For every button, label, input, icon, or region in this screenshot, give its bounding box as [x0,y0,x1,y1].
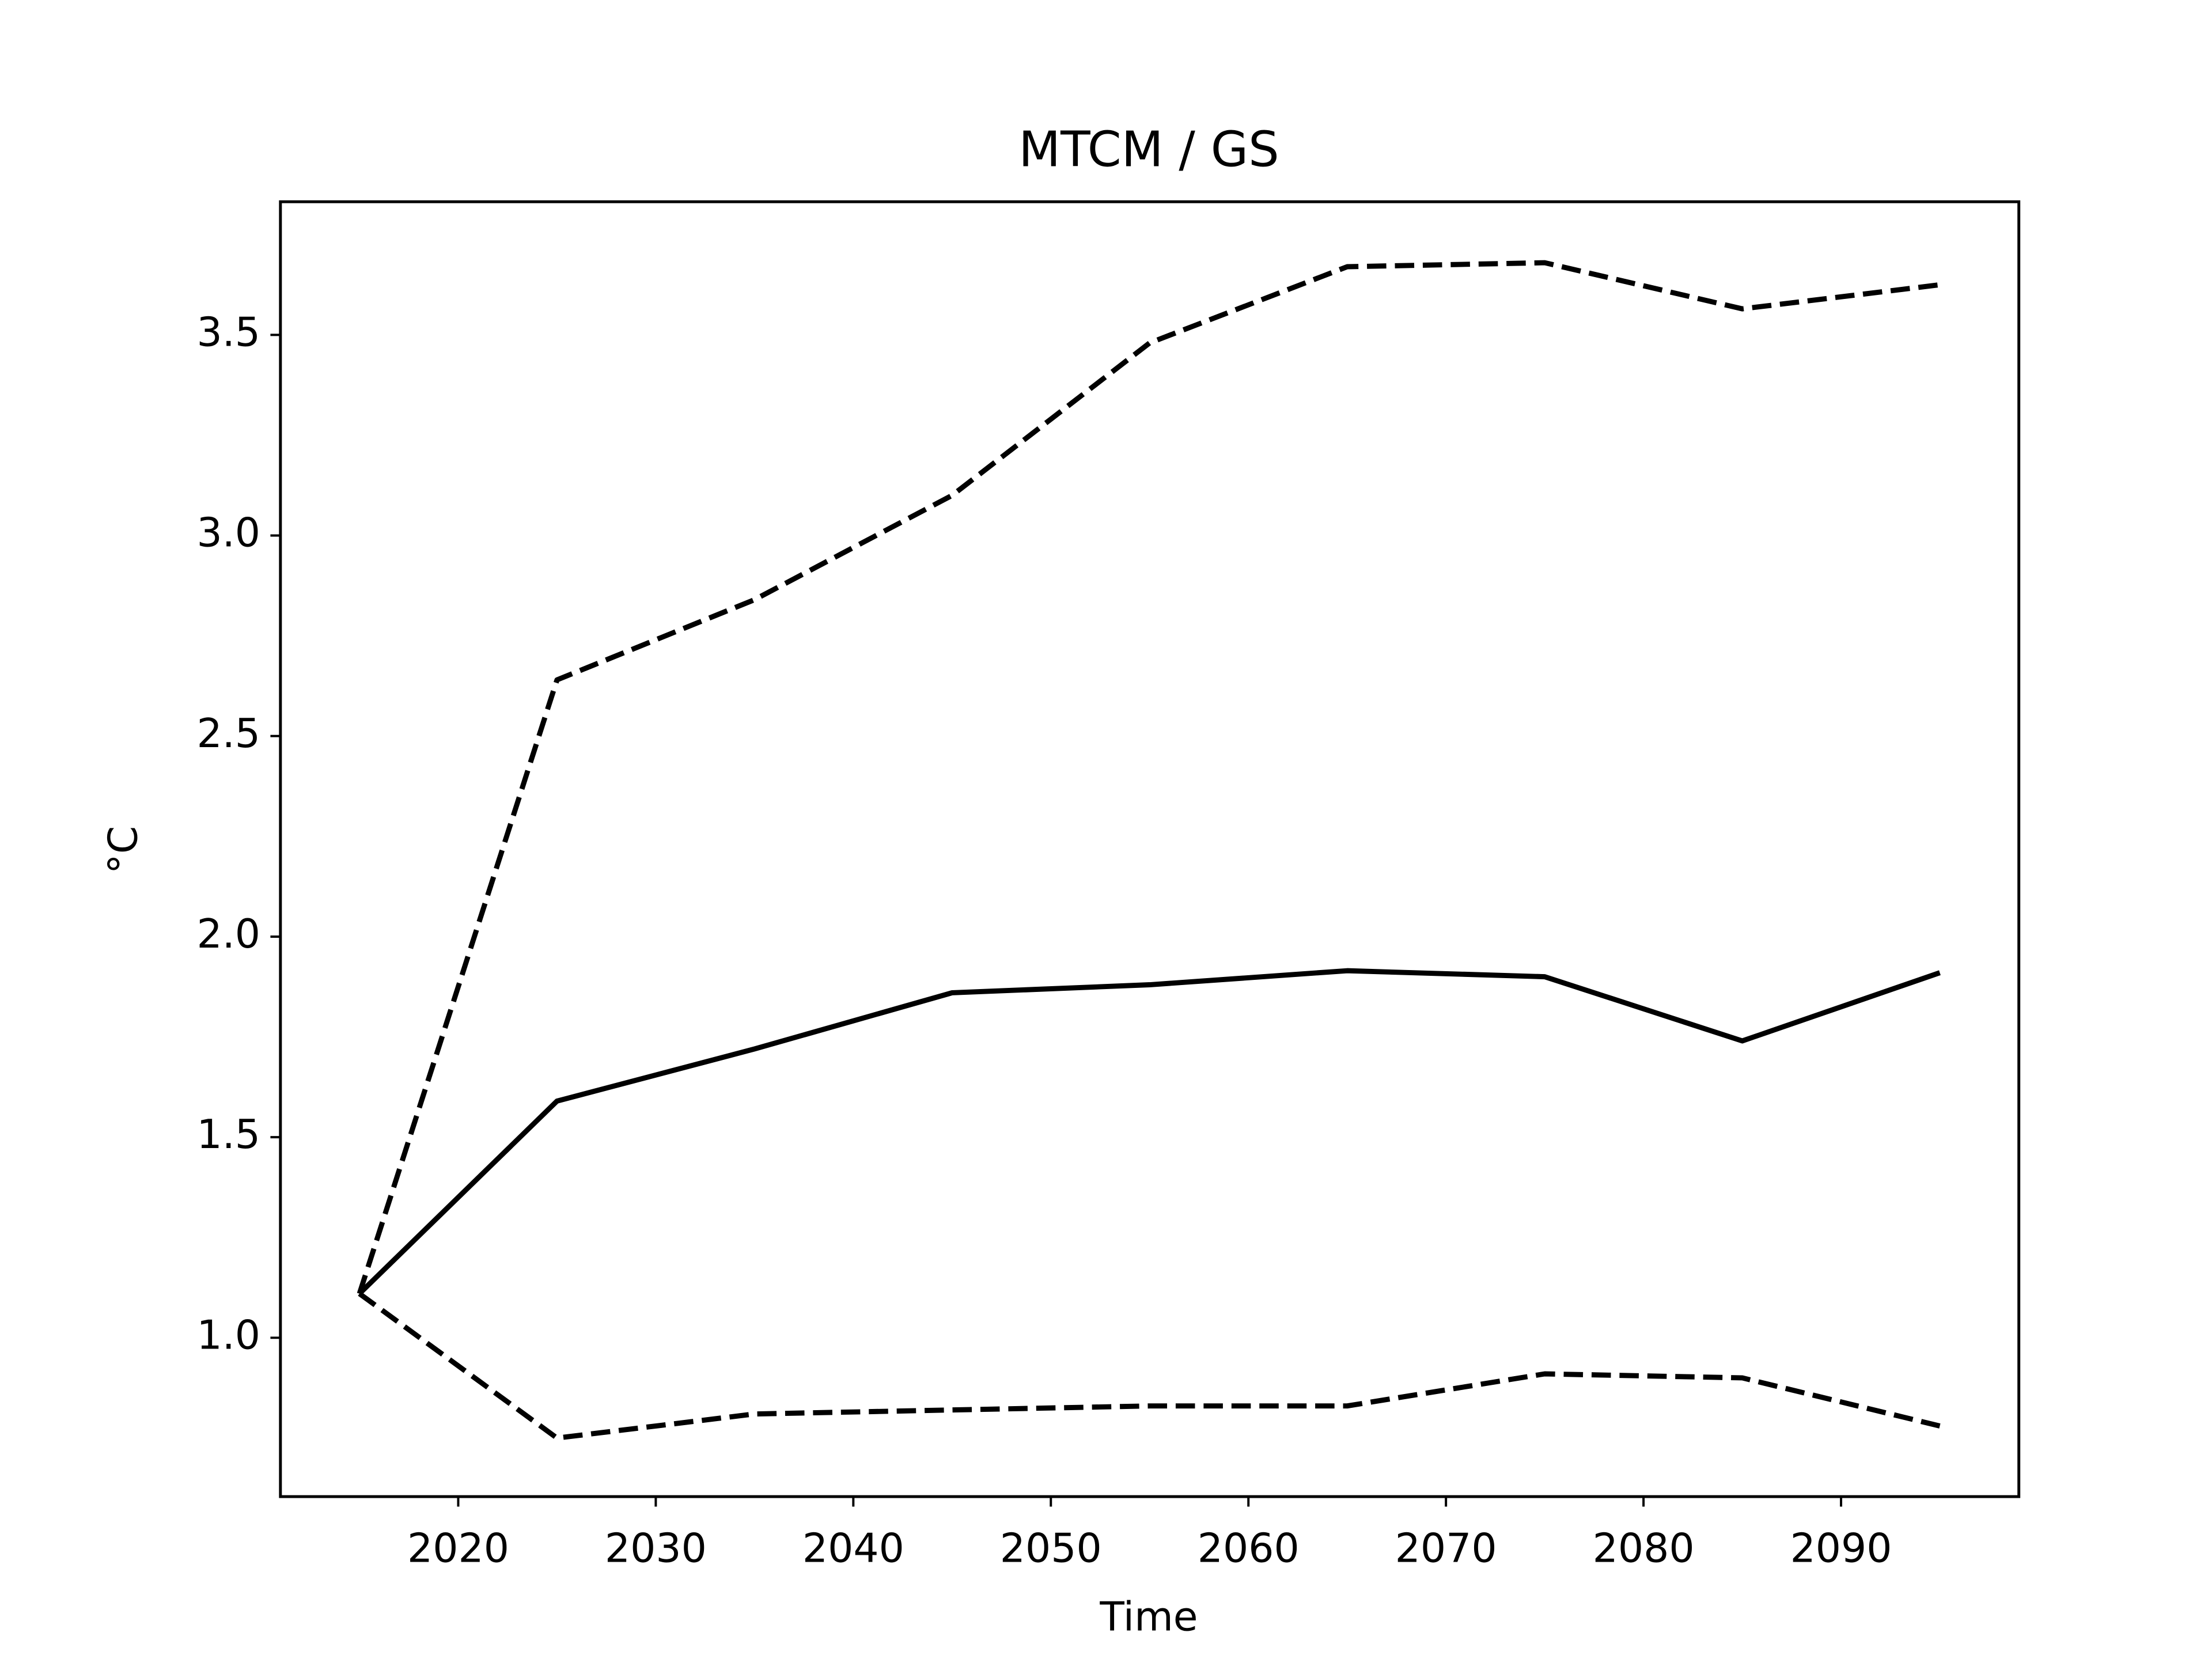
y-tick-label: 1.5 [196,1111,260,1158]
y-tick-label: 3.0 [196,510,260,556]
x-tick-label: 2030 [605,1525,707,1572]
x-tick-label: 2070 [1395,1525,1497,1572]
y-tick-label: 3.5 [196,309,260,355]
x-tick-label: 2090 [1790,1525,1892,1572]
line [357,968,1941,1296]
y-tick-label: 1.0 [196,1312,260,1358]
line [358,1291,1941,1441]
x-tick-label: 2050 [1000,1525,1102,1572]
y-tick-label: 2.0 [196,911,260,957]
x-axis-label: Time [1099,1594,1198,1641]
plot-frame [279,200,2021,1498]
x-tick-label: 2060 [1198,1525,1300,1572]
x-tick-label: 2020 [407,1525,509,1572]
y-tick-label: 2.5 [196,710,260,757]
x-tick-label: 2080 [1593,1525,1695,1572]
line [357,260,1941,1295]
y-axis-label: °C [100,826,147,874]
x-tick-label: 2040 [802,1525,904,1572]
chart-title: MTCM / GS [1018,122,1279,178]
